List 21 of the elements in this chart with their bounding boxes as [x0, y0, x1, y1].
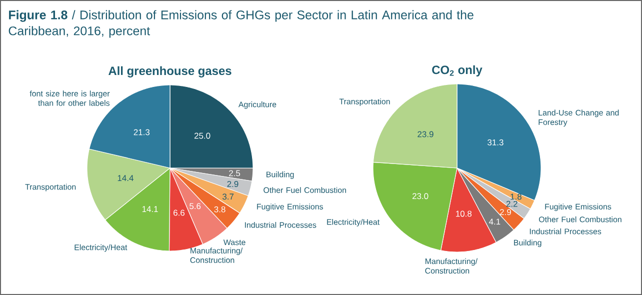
data-label: 10.8: [456, 210, 472, 217]
chart-title: Figure 1.8 / Distribution of Emissions of GHGs per Sector in Latin America and the Caribbean, 2016, percent: [8, 10, 474, 38]
data-label: 3.7: [222, 194, 234, 200]
data-label: 5.6: [190, 203, 201, 210]
data-label: 2.5: [229, 170, 240, 176]
data-label: 14.1: [142, 206, 158, 212]
data-label: 3.8: [214, 206, 226, 212]
data-label: 1.8: [510, 194, 522, 200]
data-label: 23.0: [412, 193, 428, 200]
chart-subtitle: CO$_{2}$ only: [432, 65, 482, 76]
data-label: 21.3: [134, 129, 150, 136]
data-label: 6.6: [174, 210, 185, 216]
data-label: 4.1: [488, 218, 500, 225]
data-label: 2.9: [500, 209, 511, 216]
data-label: 2.2: [506, 200, 518, 207]
data-label: 23.9: [418, 131, 434, 138]
data-label: 25.0: [194, 132, 210, 139]
chart-subtitle: All greenhouse gases: [108, 66, 232, 78]
data-label: 2.9: [227, 181, 238, 188]
data-label: 31.3: [488, 139, 504, 146]
data-label: 14.4: [118, 175, 134, 181]
